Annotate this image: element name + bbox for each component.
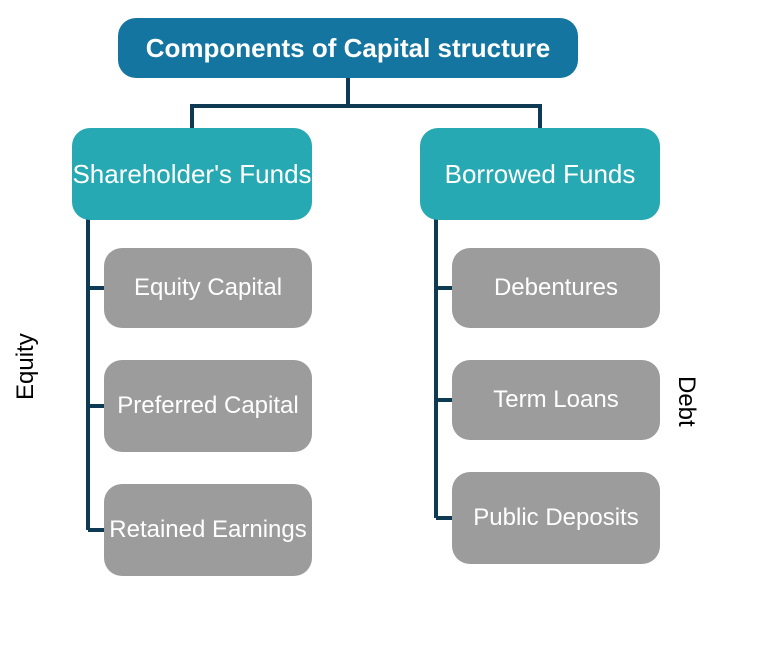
branch-header-label: Shareholder's Funds [72,158,311,191]
leaf-label: Equity Capital [134,273,282,303]
leaf-node: Preferred Capital [104,360,312,452]
leaf-node: Equity Capital [104,248,312,328]
side-label-debt: Debt [672,376,700,427]
side-label-text: Equity [12,333,39,400]
root-label: Components of Capital structure [146,32,550,65]
leaf-label: Public Deposits [473,503,638,533]
branch-header-equity: Shareholder's Funds [72,128,312,220]
leaf-node: Retained Earnings [104,484,312,576]
leaf-label: Debentures [494,273,618,303]
root-node: Components of Capital structure [118,18,578,78]
branch-header-label: Borrowed Funds [445,158,636,191]
branch-header-debt: Borrowed Funds [420,128,660,220]
side-label-equity: Equity [12,333,40,400]
side-label-text: Debt [673,376,700,427]
leaf-label: Preferred Capital [117,391,298,421]
leaf-label: Retained Earnings [109,515,306,545]
leaf-node: Term Loans [452,360,660,440]
leaf-node: Public Deposits [452,472,660,564]
leaf-node: Debentures [452,248,660,328]
leaf-label: Term Loans [493,385,618,415]
